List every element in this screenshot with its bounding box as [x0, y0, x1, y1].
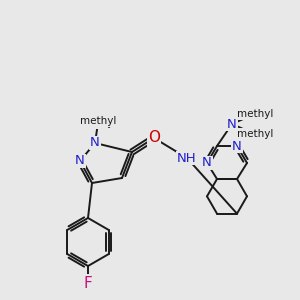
Text: N: N: [232, 140, 242, 152]
Text: N: N: [202, 157, 212, 169]
Text: N: N: [227, 118, 237, 130]
Text: N: N: [90, 136, 100, 149]
Text: methyl: methyl: [80, 118, 116, 128]
Text: methyl: methyl: [80, 116, 116, 126]
Text: NH: NH: [177, 152, 197, 164]
Text: N: N: [202, 157, 212, 169]
Text: F: F: [84, 275, 92, 290]
Text: methyl: methyl: [237, 129, 273, 139]
Text: methyl: methyl: [237, 129, 273, 139]
Text: F: F: [84, 275, 92, 290]
Text: O: O: [148, 130, 160, 146]
Text: methyl: methyl: [237, 109, 273, 119]
Text: N: N: [232, 140, 242, 152]
Text: N: N: [75, 154, 85, 167]
Text: NH: NH: [177, 152, 197, 164]
Text: N: N: [75, 154, 85, 167]
Text: N: N: [227, 118, 237, 130]
Text: methyl: methyl: [237, 109, 273, 119]
Text: O: O: [148, 130, 160, 146]
Text: N: N: [90, 136, 100, 149]
